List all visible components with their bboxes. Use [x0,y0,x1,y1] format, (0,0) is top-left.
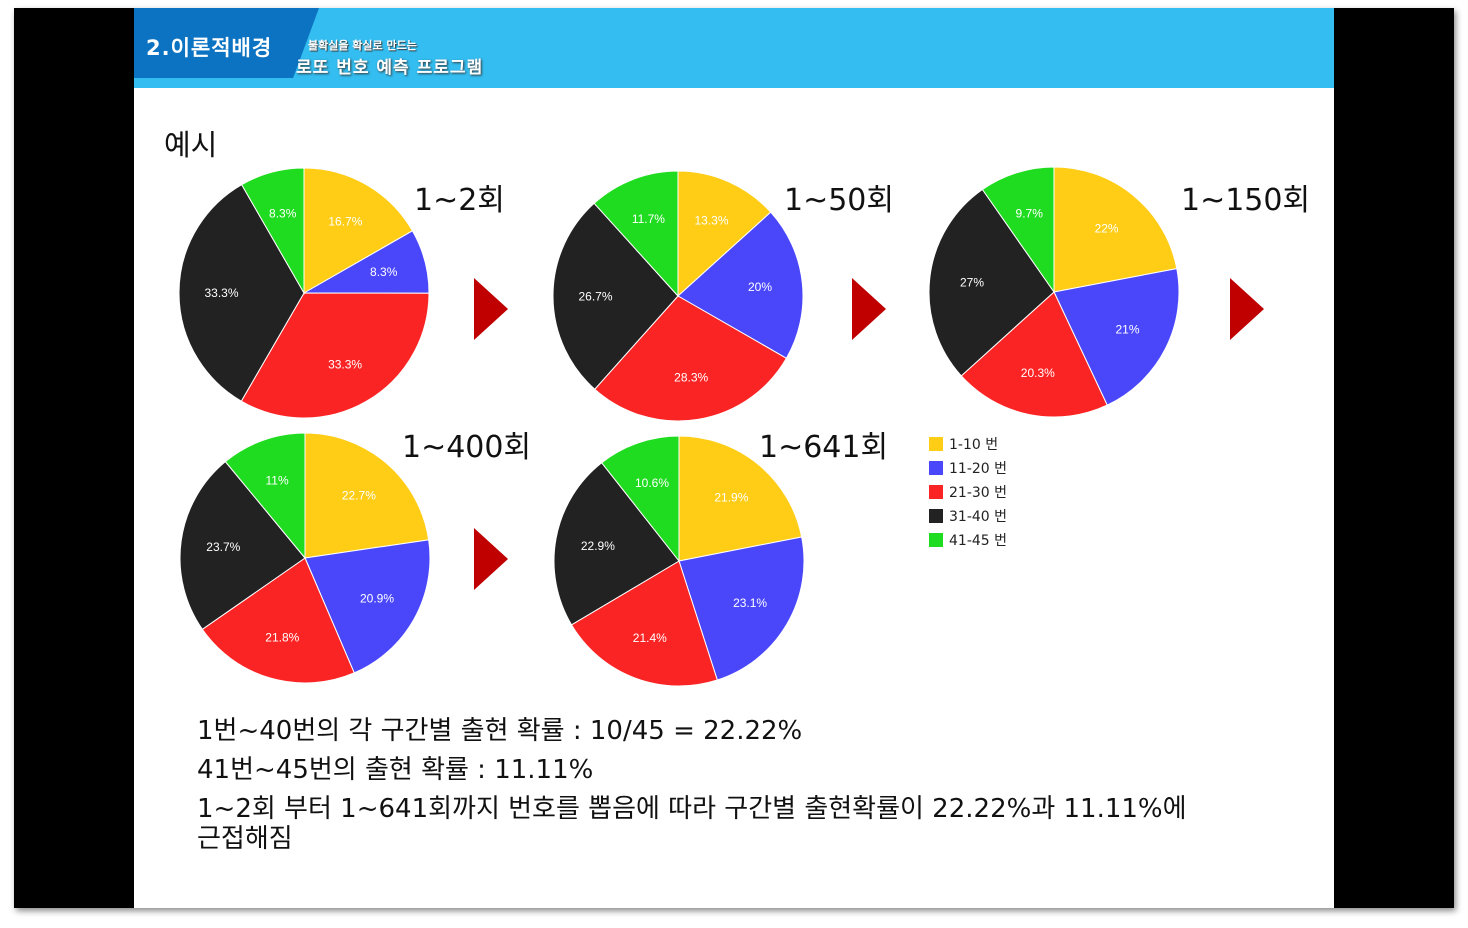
pie-5-label-4: 22.9% [581,539,615,553]
legend-swatch [929,461,943,475]
pie-4-slice-5 [224,432,306,560]
pie-5-slice-5 [600,435,680,563]
pie-4-label-1: 22.7% [342,489,376,503]
pie-5-label-3: 21.4% [633,631,667,645]
pie-5-slice-2 [678,536,805,681]
subtitle-main: 로또 번호 예측 프로그램 [296,58,484,78]
pie-5-label-1: 21.9% [714,490,748,504]
pie-2-slice-1 [677,170,772,298]
pie-2-label-5: 11.7% [632,212,665,226]
pie-3-label-3: 20.3% [1021,366,1055,380]
slide-header: 2.이론적배경 불확실을 확실로 만드는 로또 번호 예측 프로그램 [134,8,1334,88]
pie-1-label-5: 8.3% [269,206,297,220]
pie-5-slice-1 [678,435,803,562]
pie-1-label-4: 33.3% [204,286,238,300]
chart-title-1: 1~2회 [414,183,505,218]
legend-swatch [929,485,943,499]
pie-3-slice-5 [981,166,1055,294]
pie-3-label-4: 27% [960,276,984,290]
chart-title-5: 1~641회 [759,430,889,465]
pie-3-slice-2 [1053,267,1180,406]
pie-3-slice-3 [960,291,1108,418]
pie-2-label-2: 20% [748,280,772,294]
body-text-line-3: 1~2회 부터 1~641회까지 번호를 뽑음에 따라 구간별 출현확률이 22… [197,794,1187,824]
pie-3-label-5: 9.7% [1016,206,1044,220]
pie-4-label-3: 21.8% [265,630,299,644]
pie-charts: 16.7% 8.3% 33.3% 33.3% 8.3% 13.3% 20% 28.3% 26.7… [178,166,1264,687]
pie-2-label-1: 13.3% [694,214,728,228]
section-tab [134,8,319,78]
body-text-line-2: 41번~45번의 출현 확률 : 11.11% [197,755,594,785]
pie-5-label-5: 10.6% [635,476,669,490]
legend-label: 21-30 번 [949,485,1008,501]
body-text-line-4: 근접해짐 [197,824,293,854]
legend-label: 31-40 번 [949,509,1008,525]
pie-5-slice-3 [570,560,718,687]
pie-2-label-4: 26.7% [578,289,612,303]
pie-3-label-1: 22% [1095,221,1119,235]
body-text-line-1: 1번~40번의 각 구간별 출현 확률 : 10/45 = 22.22% [197,716,803,746]
pie-5-label-2: 23.1% [733,596,767,610]
subtitle-small: 불확실을 확실로 만드는 [308,39,417,52]
chart-title-2: 1~50회 [784,183,894,218]
pie-4-slice-4 [179,460,306,631]
pie-1-label-2: 8.3% [370,265,398,279]
pie-2-slice-2 [677,211,804,359]
chart-title-4: 1~400회 [402,430,532,465]
pie-4-slice-3 [201,557,355,684]
pie-4-label-4: 23.7% [206,540,240,554]
pie-3-slice-4 [928,188,1055,377]
legend-label: 41-45 번 [949,533,1008,549]
pie-1-slice-1 [303,167,414,294]
pie-3-label-2: 21% [1115,323,1139,337]
pie-4-label-2: 20.9% [360,591,394,605]
legend-swatch [929,533,943,547]
pie-5-slice-4 [553,462,680,626]
pie-4-label-5: 11% [266,473,289,487]
pie-2-slice-4 [552,202,679,390]
pie-2-slice-5 [593,170,679,298]
chart-title-3: 1~150회 [1181,183,1311,218]
pie-1-slice-5 [240,167,305,295]
arrow-right-icon-1 [474,278,508,340]
arrow-right-icon-3 [1230,278,1264,340]
pie-1-label-1: 16.7% [328,215,362,229]
pie-1-label-3: 33.3% [328,358,362,372]
legend-swatch [929,437,943,451]
slide: 2.이론적배경 불확실을 확실로 만드는 로또 번호 예측 프로그램 예시 16… [134,8,1334,908]
legend-label: 1-10 번 [949,437,999,453]
pie-2-slice-3 [594,295,788,422]
arrow-right-icon-2 [852,278,886,340]
pie-4-slice-1 [304,432,430,559]
pie-2-label-3: 28.3% [674,370,708,384]
pie-4-slice-2 [304,539,431,674]
section-title: 2.이론적배경 [146,36,273,60]
arrow-right-icon-4 [474,528,508,590]
pie-1-slice-3 [240,292,430,419]
pie-3-slice-1 [1053,166,1178,293]
legend-label: 11-20 번 [949,461,1008,477]
example-label: 예시 [164,128,218,162]
legend-swatch [929,509,943,523]
